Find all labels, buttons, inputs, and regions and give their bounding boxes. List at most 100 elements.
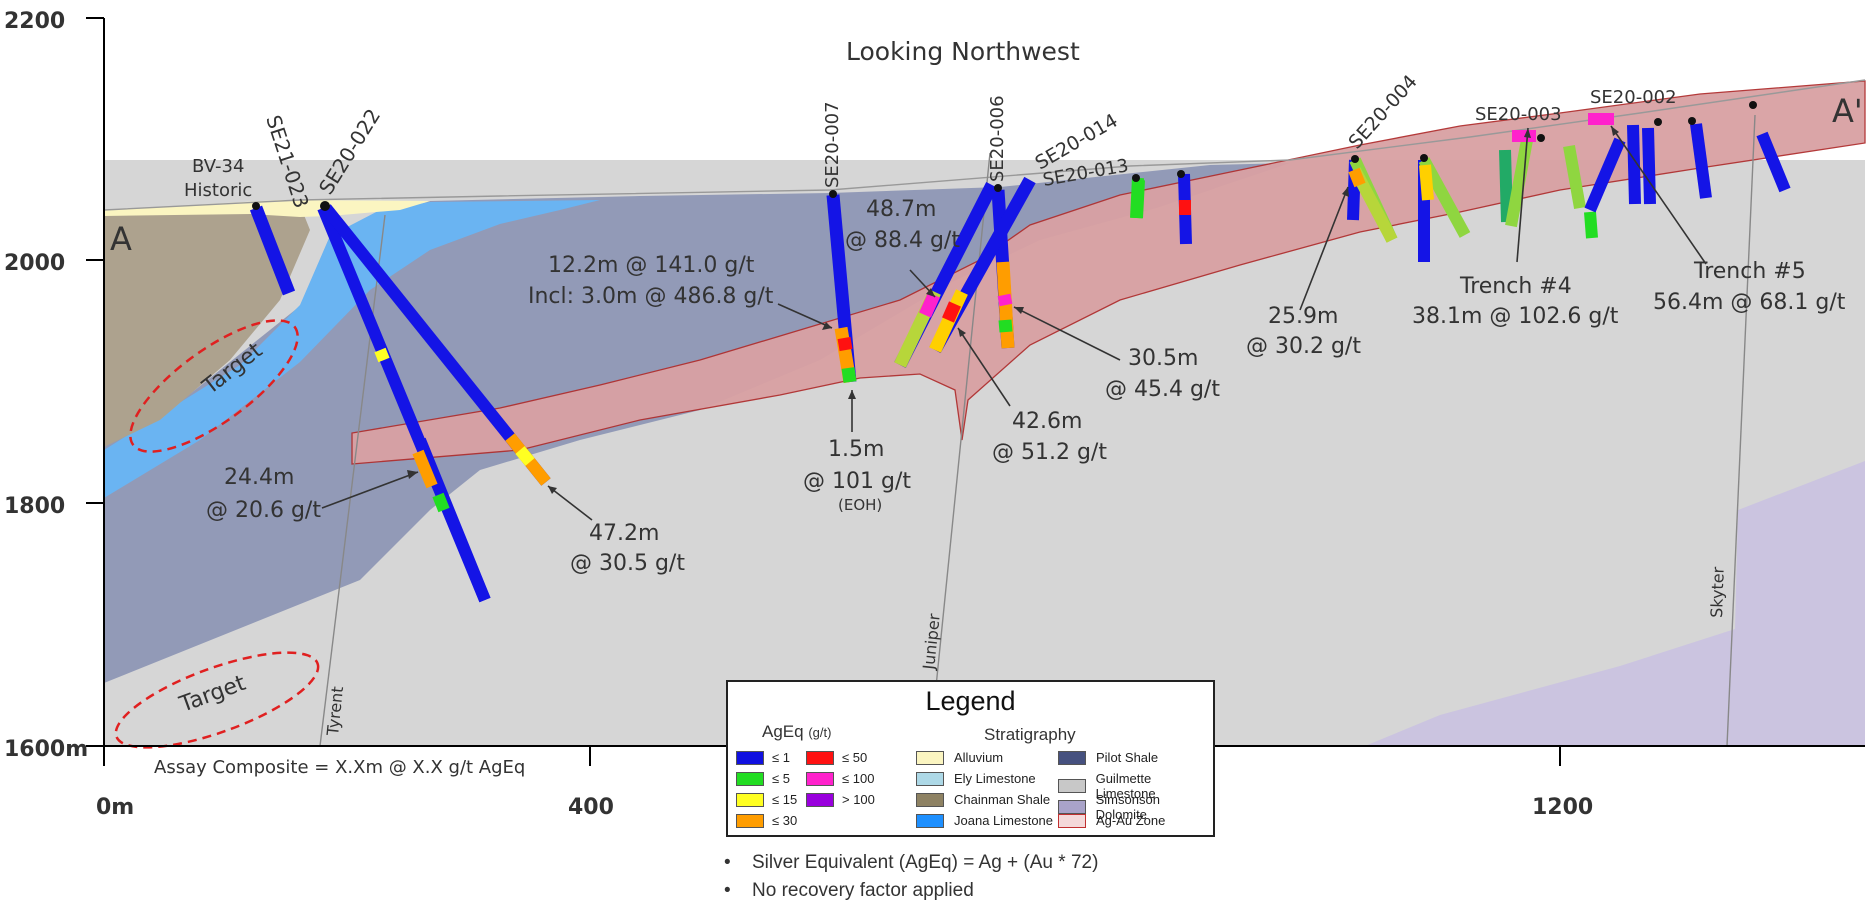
y-tick-label: 1800 [4, 494, 65, 519]
intercept-label: @ 88.4 g/t [845, 228, 960, 253]
section-end-a: A [110, 220, 132, 258]
label-se20-006: SE20-006 [987, 95, 1008, 182]
collar [1749, 101, 1757, 109]
y-tick-label: 1600m [4, 737, 88, 762]
se20-003-trace-b [1505, 138, 1533, 228]
y-axis-ticks [86, 17, 104, 747]
intercept-label: 56.4m @ 68.1 g/t [1653, 290, 1846, 315]
grade-swatch [736, 750, 764, 765]
intercept-label: @ 30.5 g/t [570, 551, 685, 576]
grade-swatch [806, 750, 834, 765]
trench5-mark [1588, 113, 1614, 125]
intercept-label: 48.7m [866, 197, 936, 222]
trench5-trace [1756, 131, 1791, 193]
intercept-label: 25.9m [1268, 304, 1338, 329]
alluvium-unit [104, 200, 430, 217]
label-se20-007: SE20-007 [822, 101, 843, 188]
collar [1537, 134, 1545, 142]
grade-item: ≤ 1 [736, 750, 790, 765]
unit-swatch [1058, 750, 1086, 765]
grade-segment [919, 292, 940, 318]
grade-segment [942, 301, 961, 323]
x-tick-label: 400 [568, 795, 614, 820]
grade-segment [432, 492, 450, 513]
grade-item: ≤ 5 [736, 771, 790, 786]
x-axis-ticks [103, 746, 1561, 766]
intercept-label: 47.2m [589, 521, 659, 546]
unit-item: Simsonson Dolomite [1058, 792, 1213, 822]
joana-limestone-unit [104, 200, 600, 498]
y-tick-label: 2000 [4, 251, 65, 276]
unit-item: Pilot Shale [1058, 750, 1158, 765]
label-bv34: BV-34 [192, 156, 244, 177]
collar [1688, 117, 1696, 125]
unit-swatch [916, 771, 944, 786]
trench4-mark [1512, 130, 1536, 142]
grade-swatch [736, 813, 764, 828]
intercept-label: (EOH) [838, 496, 882, 514]
collar [994, 184, 1002, 192]
collar [1351, 155, 1359, 163]
ageq-heading-text: AgEq [762, 722, 804, 741]
legend-title: Legend [925, 686, 1016, 716]
intercept-label: @ 45.4 g/t [1105, 377, 1220, 402]
collar [252, 202, 260, 210]
target-ellipse-upper [129, 319, 299, 453]
collar [320, 201, 330, 211]
stratigraphy-heading: Stratigraphy [984, 725, 1076, 744]
unit-item: Alluvium [916, 750, 1003, 765]
intercept-label: @ 30.2 g/t [1246, 334, 1361, 359]
grade-segment [374, 347, 390, 363]
drillholes [249, 113, 1791, 603]
intercept-arrows [321, 125, 1707, 521]
chainman-shale-unit [104, 205, 310, 447]
collar [829, 190, 837, 198]
label-se20-002: SE20-002 [1590, 87, 1677, 108]
bullet-icon: • [724, 852, 731, 873]
tyrent-fault [319, 214, 386, 747]
grade-item: ≤ 15 [736, 792, 797, 807]
intercept-label: @ 101 g/t [803, 469, 911, 494]
se20-022-trace [321, 204, 551, 486]
topography [103, 79, 1866, 211]
se20-002-trace-d [1690, 123, 1712, 199]
bullet-icon: • [724, 880, 731, 901]
grade-swatch [736, 792, 764, 807]
unit-swatch [916, 813, 944, 828]
unit-item: Joana Limestone [916, 813, 1053, 828]
grade-item: > 100 [806, 792, 875, 807]
intercept-label: Trench #5 [1693, 259, 1806, 284]
unit-item: Ely Limestone [916, 771, 1036, 786]
ag-au-zone [351, 80, 1866, 465]
x-tick-label: 1200 [1532, 795, 1593, 820]
assay-note: Assay Composite = X.Xm @ X.X g/t AgEq [154, 757, 525, 778]
se20-002-trace-c [1642, 127, 1656, 205]
grade-swatch [806, 771, 834, 786]
section-end-a-prime: A' [1832, 92, 1863, 130]
se20-002-trace-b [1627, 124, 1641, 205]
grade-segment [1131, 179, 1145, 219]
collar [1177, 170, 1185, 178]
legend: Legend AgEq (g/t) Stratigraphy ≤ 1 ≤ 5 ≤… [726, 680, 1215, 837]
grade-segment [841, 367, 857, 383]
grade-segment [414, 437, 491, 603]
intercept-label: 38.1m @ 102.6 g/t [1412, 304, 1619, 329]
unit-item: Chainman Shale [916, 792, 1050, 807]
target-ellipse-lower [114, 651, 320, 749]
collar [1132, 174, 1140, 182]
se20-003-trace-a [1499, 149, 1513, 223]
intercept-label: 30.5m [1128, 346, 1198, 371]
grade-segment [929, 289, 968, 353]
grade-segment [412, 449, 438, 489]
grade-segment [1348, 167, 1366, 188]
bv34-trace [249, 205, 296, 296]
unit-swatch [1058, 813, 1086, 828]
intercept-label: Incl: 3.0m @ 486.8 g/t [528, 284, 774, 309]
intercept-label: @ 20.6 g/t [206, 498, 321, 523]
skyter-fault [1726, 114, 1756, 747]
se20-003-trace-d [1584, 211, 1598, 239]
faults [319, 114, 1756, 747]
unit-swatch [916, 750, 944, 765]
grade-item: ≤ 30 [736, 813, 797, 828]
